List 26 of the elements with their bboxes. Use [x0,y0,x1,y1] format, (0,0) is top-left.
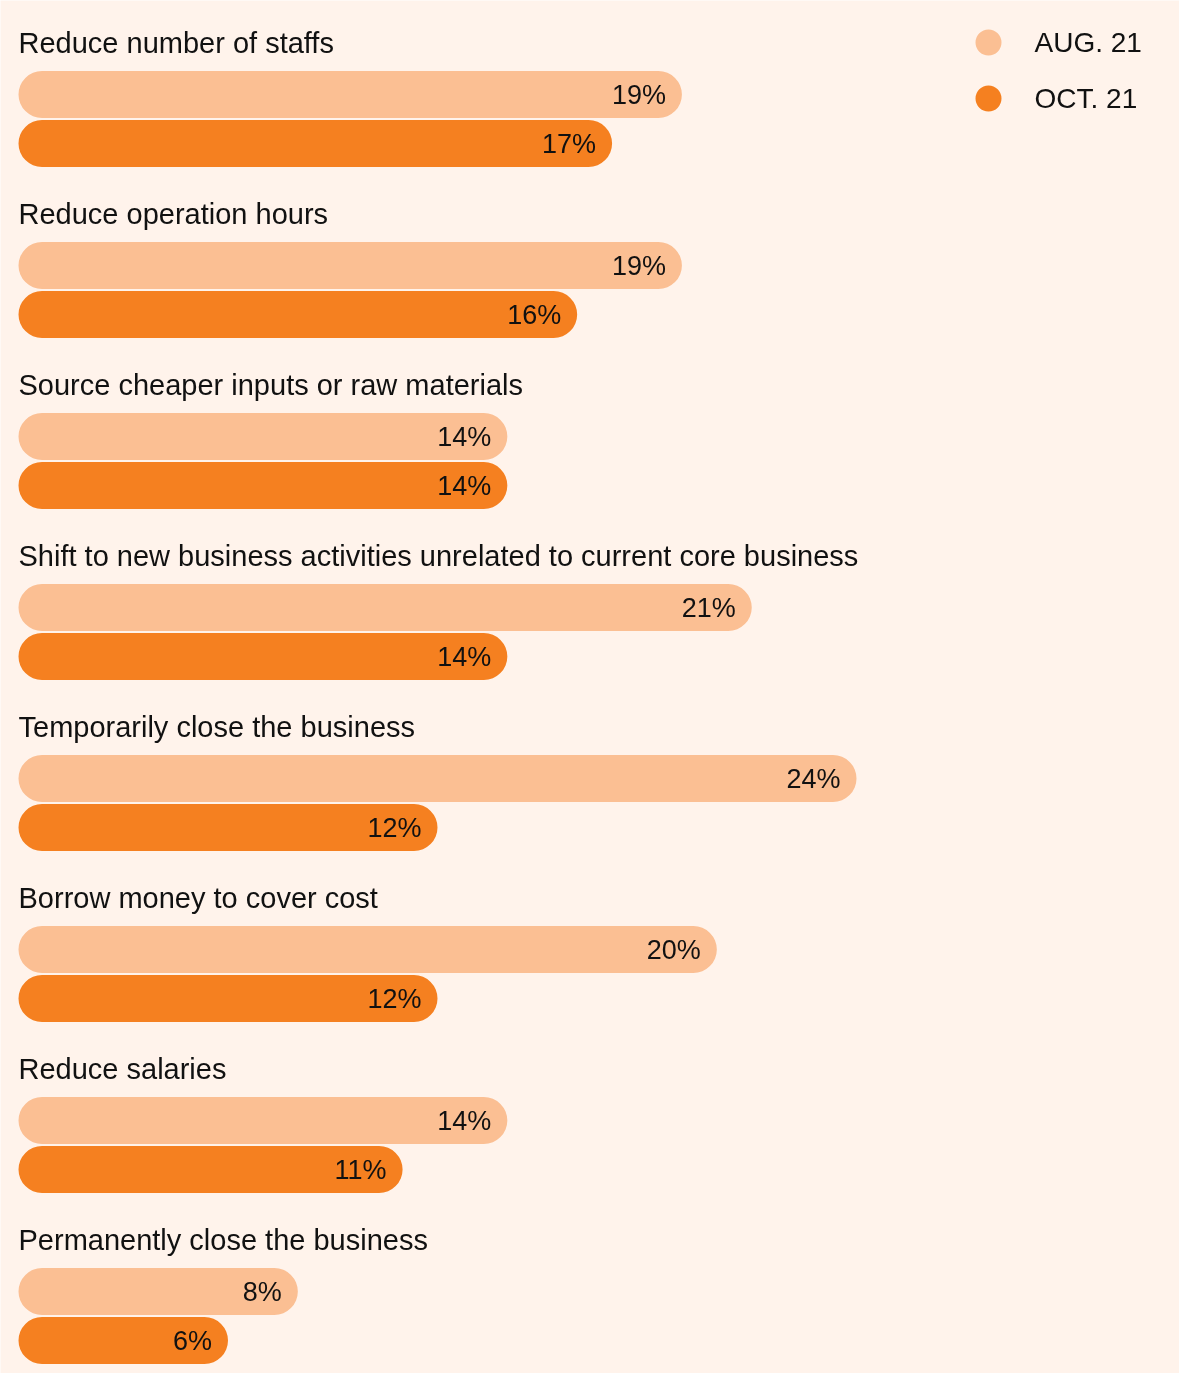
y-tick-label: Source cheaper inputs or raw materials [18,368,524,401]
data-label: 6% [172,1325,213,1356]
data-label: 19% [611,250,666,281]
data-label: 24% [786,763,841,794]
y-tick-label: Reduce operation hours [18,197,329,230]
legend-label: AUG. 21 [1034,27,1142,58]
y-tick-label: Reduce number of staffs [18,26,334,59]
data-label: 19% [611,79,666,110]
data-label: 14% [437,641,492,672]
y-tick-label: Shift to new business activities unrelated to current core business [18,539,859,572]
y-tick-label: Temporarily close the business [18,710,416,743]
data-label: 20% [646,934,701,965]
data-label: 17% [542,128,597,159]
data-label: 16% [507,299,562,330]
data-label: 8% [242,1276,282,1307]
data-label: 14% [437,470,492,501]
legend-label: OCT. 21 [1034,83,1138,114]
y-tick-label: Borrow money to cover cost [18,881,378,914]
y-tick-label: Reduce salaries [18,1052,227,1085]
data-label: 12% [367,983,422,1014]
data-label: 12% [367,812,422,843]
data-label: 14% [437,421,492,452]
data-label: 14% [437,1105,492,1136]
y-tick-label: Permanently close the business [18,1223,428,1256]
data-label: 21% [681,592,736,623]
data-label: 11% [334,1154,387,1185]
